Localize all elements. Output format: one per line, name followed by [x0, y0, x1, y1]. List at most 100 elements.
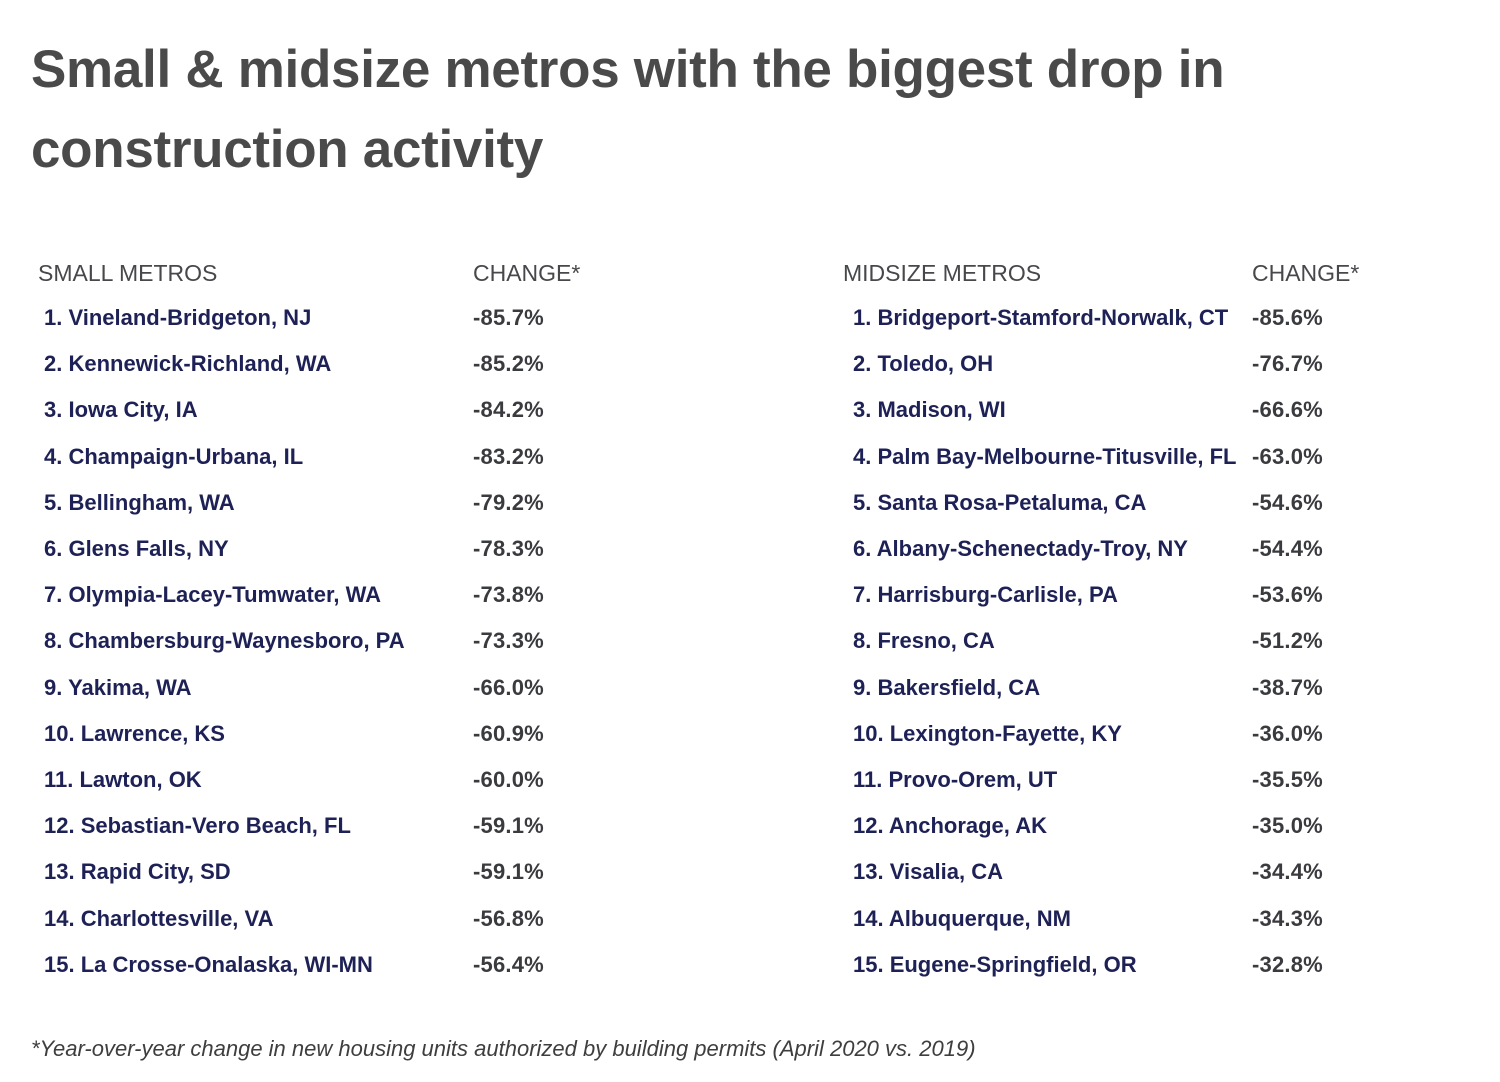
change-value: -83.2% — [473, 443, 544, 469]
change-value: -35.0% — [1252, 813, 1323, 839]
table-row: 4. Champaign-Urbana, IL -83.2% — [38, 434, 638, 480]
table-row: 2. Kennewick-Richland, WA -85.2% — [38, 341, 638, 387]
table-row: 9. Yakima, WA -66.0% — [38, 665, 638, 711]
metro-label: 2. Kennewick-Richland, WA — [44, 351, 332, 377]
change-value: -35.5% — [1252, 766, 1323, 792]
metro-label: 15. Eugene-Springfield, OR — [853, 951, 1137, 977]
change-value: -54.6% — [1252, 489, 1323, 515]
page-title: Small & midsize metros with the biggest … — [31, 40, 1225, 179]
footnote: *Year-over-year change in new housing un… — [31, 1036, 976, 1061]
metro-label: 7. Olympia-Lacey-Tumwater, WA — [44, 582, 382, 608]
metro-label: 13. Rapid City, SD — [44, 859, 231, 885]
change-value: -53.6% — [1252, 582, 1323, 608]
table-row: 14. Charlottesville, VA -56.8% — [38, 895, 638, 941]
metro-label: 8. Fresno, CA — [853, 628, 995, 654]
table-row: 13. Visalia, CA -34.4% — [843, 849, 1443, 895]
table-header-row: SMALL METROS CHANGE* — [38, 262, 638, 285]
metro-label: 3. Madison, WI — [853, 397, 1006, 423]
table-body: 1. Vineland-Bridgeton, NJ -85.7% 2. Kenn… — [38, 295, 638, 988]
table-row: 10. Lawrence, KS -60.9% — [38, 711, 638, 757]
metro-label: 6. Albany-Schenectady-Troy, NY — [853, 536, 1188, 562]
change-value: -85.7% — [473, 305, 544, 331]
change-value: -60.0% — [473, 766, 544, 792]
table-row: 9. Bakersfield, CA -38.7% — [843, 665, 1443, 711]
column-header-change: CHANGE* — [473, 260, 581, 286]
table-row: 6. Albany-Schenectady-Troy, NY -54.4% — [843, 526, 1443, 572]
column-header-midsize-metros: MIDSIZE METROS — [843, 260, 1042, 286]
table-row: 11. Lawton, OK -60.0% — [38, 757, 638, 803]
metro-label: 12. Anchorage, AK — [853, 813, 1047, 839]
table-row: 12. Sebastian-Vero Beach, FL -59.1% — [38, 803, 638, 849]
metro-label: 14. Charlottesville, VA — [44, 905, 274, 931]
table-row: 8. Fresno, CA -51.2% — [843, 618, 1443, 664]
metro-label: 5. Bellingham, WA — [44, 489, 235, 515]
change-value: -85.2% — [473, 351, 544, 377]
change-value: -59.1% — [473, 859, 544, 885]
table-body: 1. Bridgeport-Stamford-Norwalk, CT -85.6… — [843, 295, 1443, 988]
table-row: 3. Madison, WI -66.6% — [843, 387, 1443, 433]
table-row: 1. Bridgeport-Stamford-Norwalk, CT -85.6… — [843, 295, 1443, 341]
metro-label: 15. La Crosse-Onalaska, WI-MN — [44, 951, 373, 977]
change-value: -59.1% — [473, 813, 544, 839]
table-header-row: MIDSIZE METROS CHANGE* — [843, 262, 1443, 285]
metro-label: 11. Provo-Orem, UT — [853, 766, 1058, 792]
table-row: 4. Palm Bay-Melbourne-Titusville, FL -63… — [843, 434, 1443, 480]
table-row: 1. Vineland-Bridgeton, NJ -85.7% — [38, 295, 638, 341]
table-row: 10. Lexington-Fayette, KY -36.0% — [843, 711, 1443, 757]
table-row: 14. Albuquerque, NM -34.3% — [843, 895, 1443, 941]
change-value: -66.0% — [473, 674, 544, 700]
change-value: -60.9% — [473, 720, 544, 746]
table-row: 11. Provo-Orem, UT -35.5% — [843, 757, 1443, 803]
metro-label: 12. Sebastian-Vero Beach, FL — [44, 813, 351, 839]
metro-label: 1. Vineland-Bridgeton, NJ — [44, 305, 312, 331]
table-row: 13. Rapid City, SD -59.1% — [38, 849, 638, 895]
table-row: 5. Santa Rosa-Petaluma, CA -54.6% — [843, 480, 1443, 526]
change-value: -56.8% — [473, 905, 544, 931]
metro-label: 7. Harrisburg-Carlisle, PA — [853, 582, 1118, 608]
table-row: 7. Harrisburg-Carlisle, PA -53.6% — [843, 572, 1443, 618]
metro-label: 4. Champaign-Urbana, IL — [44, 443, 304, 469]
metro-label: 1. Bridgeport-Stamford-Norwalk, CT — [853, 305, 1229, 331]
change-value: -78.3% — [473, 536, 544, 562]
table-row: 15. La Crosse-Onalaska, WI-MN -56.4% — [38, 942, 638, 988]
change-value: -76.7% — [1252, 351, 1323, 377]
change-value: -34.4% — [1252, 859, 1323, 885]
metro-label: 10. Lexington-Fayette, KY — [853, 720, 1122, 746]
table-row: 15. Eugene-Springfield, OR -32.8% — [843, 942, 1443, 988]
change-value: -51.2% — [1252, 628, 1323, 654]
change-value: -36.0% — [1252, 720, 1323, 746]
metro-label: 3. Iowa City, IA — [44, 397, 198, 423]
metro-label: 11. Lawton, OK — [44, 766, 202, 792]
metro-label: 8. Chambersburg-Waynesboro, PA — [44, 628, 405, 654]
table-row: 7. Olympia-Lacey-Tumwater, WA -73.8% — [38, 572, 638, 618]
metro-label: 5. Santa Rosa-Petaluma, CA — [853, 489, 1147, 515]
column-header-change: CHANGE* — [1252, 260, 1360, 286]
change-value: -38.7% — [1252, 674, 1323, 700]
change-value: -54.4% — [1252, 536, 1323, 562]
metro-label: 6. Glens Falls, NY — [44, 536, 229, 562]
table-row: 3. Iowa City, IA -84.2% — [38, 387, 638, 433]
change-value: -73.3% — [473, 628, 544, 654]
change-value: -66.6% — [1252, 397, 1323, 423]
metro-label: 4. Palm Bay-Melbourne-Titusville, FL — [853, 443, 1237, 469]
change-value: -32.8% — [1252, 951, 1323, 977]
table-row: 2. Toledo, OH -76.7% — [843, 341, 1443, 387]
metro-label: 9. Yakima, WA — [44, 674, 192, 700]
change-value: -34.3% — [1252, 905, 1323, 931]
change-value: -73.8% — [473, 582, 544, 608]
change-value: -85.6% — [1252, 305, 1323, 331]
small-metros-table: SMALL METROS CHANGE* 1. Vineland-Bridget… — [38, 262, 638, 988]
metro-label: 10. Lawrence, KS — [44, 720, 225, 746]
change-value: -63.0% — [1252, 443, 1323, 469]
metro-label: 9. Bakersfield, CA — [853, 674, 1041, 700]
midsize-metros-table: MIDSIZE METROS CHANGE* 1. Bridgeport-Sta… — [843, 262, 1443, 988]
metro-label: 14. Albuquerque, NM — [853, 905, 1071, 931]
table-row: 6. Glens Falls, NY -78.3% — [38, 526, 638, 572]
metro-label: 13. Visalia, CA — [853, 859, 1004, 885]
table-row: 12. Anchorage, AK -35.0% — [843, 803, 1443, 849]
column-header-small-metros: SMALL METROS — [38, 260, 218, 286]
table-row: 5. Bellingham, WA -79.2% — [38, 480, 638, 526]
change-value: -79.2% — [473, 489, 544, 515]
table-row: 8. Chambersburg-Waynesboro, PA -73.3% — [38, 618, 638, 664]
